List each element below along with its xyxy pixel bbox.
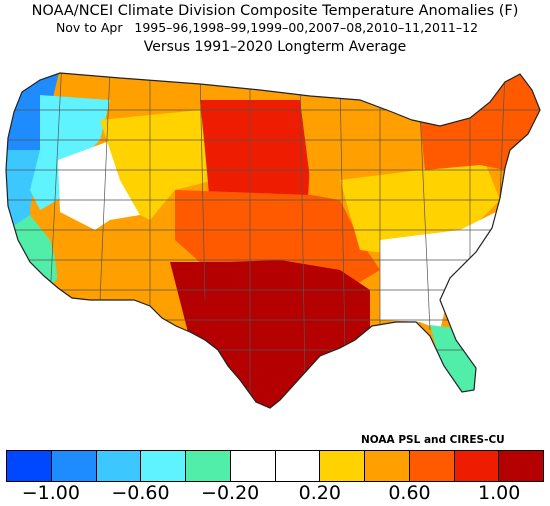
division-boundary — [299, 73, 306, 381]
region-montana — [100, 110, 215, 220]
legend-tick-label: −0.60 — [111, 482, 170, 504]
legend-tick-label: 0.20 — [298, 482, 341, 504]
legend-tick-label: 1.00 — [478, 482, 521, 504]
legend-swatch — [275, 451, 321, 481]
legend-tick-label: 0.60 — [388, 482, 431, 504]
region-northern-plains — [200, 100, 312, 205]
us-outline — [5, 72, 541, 409]
legend-swatch — [230, 451, 276, 481]
region-great-basin — [58, 140, 140, 230]
title-line-3: Versus 1991–2020 Longterm Average — [143, 39, 407, 55]
division-boundary — [419, 109, 431, 331]
legend-swatch — [51, 451, 97, 481]
credit-label: NOAA PSL and CIRES-CU — [361, 434, 505, 446]
region-new-england — [420, 73, 540, 170]
legend-swatch — [409, 451, 455, 481]
us-climate-division-map — [5, 72, 541, 409]
division-boundary — [199, 73, 206, 301]
division-boundary — [499, 73, 506, 201]
division-boundary — [99, 73, 111, 301]
title-line-2: Nov to Apr 1995–96,1998–99,1999–00,2007–… — [55, 20, 479, 35]
legend-swatch — [96, 451, 142, 481]
region-washington-interior — [30, 95, 110, 210]
map-regions — [6, 73, 540, 408]
legend-swatch — [499, 451, 543, 481]
legend-swatch — [186, 451, 231, 481]
legend-tick-label: −1.00 — [21, 482, 80, 504]
legend-tick-label: −0.20 — [201, 482, 260, 504]
legend-swatch — [454, 451, 500, 481]
legend-swatch — [365, 451, 410, 481]
title-line-1: NOAA/NCEI Climate Division Composite Tem… — [31, 3, 519, 19]
color-legend-bar — [6, 450, 544, 482]
division-boundary — [339, 79, 346, 351]
region-southwest — [50, 200, 210, 330]
legend-swatch — [141, 451, 186, 481]
legend-swatch — [320, 451, 365, 481]
region-texas-gulf — [170, 260, 370, 408]
legend-swatch — [7, 451, 52, 481]
